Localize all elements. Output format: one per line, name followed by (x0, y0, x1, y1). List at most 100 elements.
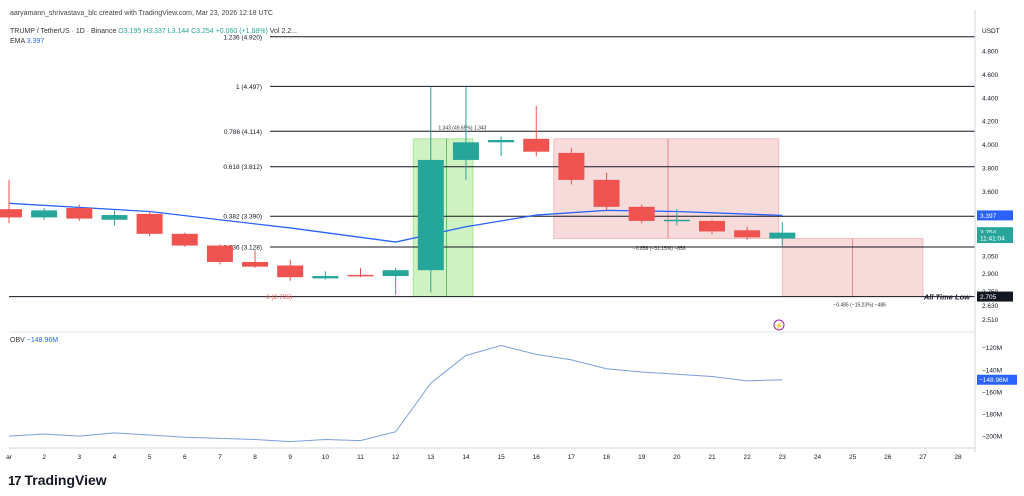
price-label-2: 11:41:04 (980, 236, 1005, 243)
currency-label: USDT (982, 28, 1000, 35)
time-tick-18: 19 (638, 454, 646, 461)
fib-levels-layer: 1.236 (4.920) 1 (4.497) 0.786 (4.114) 0.618… (9, 34, 975, 302)
obv-tick-4: −200M (982, 434, 1002, 441)
labels-layer: 3.3973.25411:41:042.705⚡ (773, 210, 1013, 331)
ema-label[interactable]: EMA (10, 38, 25, 45)
obv-current-bg (977, 374, 1017, 385)
price-label-bg-0 (977, 210, 1013, 221)
time-tick-10: 11 (357, 454, 364, 461)
obv-value: −148.96M (26, 337, 59, 344)
time-tick-7: 8 (253, 454, 257, 461)
price-tick-6: 3.600 (982, 189, 999, 196)
zones-layer: 1.343 (49.65%) 1,343 −0.856 (−31.15%) −85… (412, 125, 924, 309)
event-bolt-icon: ⚡ (775, 321, 784, 330)
price-tick-2: 4.400 (982, 95, 999, 102)
candle-body-3 (101, 215, 128, 220)
fib-label-3: 0.618 (3.812) (223, 164, 262, 171)
price-tick-5: 3.800 (982, 166, 999, 173)
time-tick-21: 22 (744, 454, 752, 461)
candle-body-9 (312, 276, 339, 279)
price-tick-0: 4.800 (982, 48, 999, 55)
tradingview-brand: 17 TradingView (8, 472, 107, 488)
open-value: O3.195 (118, 28, 142, 35)
measure-label-2: −0.486 (−15.23%) −486 (833, 303, 886, 309)
obv-current-label: −148.96M (979, 377, 1008, 384)
time-tick-5: 6 (183, 454, 187, 461)
time-tick-20: 21 (708, 454, 716, 461)
brand-name: TradingView (24, 472, 107, 488)
price-tick-3: 4.200 (982, 119, 999, 126)
time-tick-17: 18 (603, 454, 611, 461)
time-tick-12: 13 (427, 454, 435, 461)
candle-body-8 (277, 265, 304, 278)
time-tick-13: 14 (462, 454, 470, 461)
high-value: H3.337 (143, 28, 166, 35)
candle-body-16 (558, 152, 585, 180)
time-tick-4: 5 (148, 454, 152, 461)
candle-body-14 (488, 139, 515, 143)
created-with-header: aaryamann_shrivastava_blc created with T… (10, 10, 273, 17)
obv-label[interactable]: OBV (10, 337, 25, 344)
price-label-bg-2 (977, 233, 1013, 244)
tradingview-logo-icon: 17 (8, 472, 22, 488)
time-tick-6: 7 (218, 454, 222, 461)
obv-layer: −120M −140M −160M −180M −200M −148.96M (8, 345, 1017, 443)
time-tick-9: 10 (322, 454, 330, 461)
volume-value: Vol 2.2... (269, 28, 298, 35)
time-tick-0: ar (6, 454, 13, 461)
measure-zone-loss-1 (553, 138, 780, 239)
candle-body-22 (769, 232, 796, 239)
obv-legend: OBV −148.96M (10, 337, 58, 344)
time-tick-27: 28 (954, 454, 962, 461)
low-value: L3.144 (167, 28, 190, 35)
candle-body-11 (382, 270, 409, 277)
price-label-bg-1 (977, 227, 1013, 238)
price-tick-1: 4.600 (982, 72, 999, 79)
time-tick-3: 4 (113, 454, 117, 461)
time-tick-8: 9 (288, 454, 292, 461)
fib-label-6: 0 (2.705) (266, 294, 292, 301)
candle-body-13 (452, 142, 479, 160)
measure-label-0: 1.343 (49.65%) 1,343 (438, 125, 486, 131)
obv-tick-2: −160M (982, 389, 1002, 396)
candle-body-21 (734, 230, 761, 238)
time-tick-16: 17 (568, 454, 576, 461)
fib-label-2: 0.786 (4.114) (224, 129, 262, 136)
candle-body-20 (699, 220, 725, 232)
change-value: +0.060 (+1.88%) (215, 28, 268, 35)
ema-value: 3.397 (26, 38, 45, 45)
measure-label-1: −0.856 (−31.15%) −856 (633, 246, 686, 252)
candle-body-1 (31, 210, 58, 218)
candle-body-17 (593, 179, 620, 207)
candle-body-19 (663, 219, 690, 222)
candle-body-2 (66, 208, 93, 219)
all-time-low-label: All Time Low (923, 293, 971, 302)
candle-body-10 (347, 274, 374, 277)
time-tick-23: 24 (814, 454, 822, 461)
candle-body-12 (417, 159, 444, 271)
symbol-legend: TRUMP / TetherUS · 1D · Binance O3.195 H… (10, 27, 297, 47)
candle-body-18 (628, 206, 655, 221)
symbol-name[interactable]: TRUMP / TetherUS · 1D · Binance (10, 28, 117, 35)
price-label-0: 3.397 (980, 213, 997, 220)
axis-layer: USDT 4.800 4.600 4.400 4.200 4.000 3.800 3.600 3… (6, 10, 1000, 461)
close-value: C3.254 (191, 28, 214, 35)
candle-body-4 (136, 213, 163, 234)
price-label-3: 2.705 (980, 294, 997, 301)
price-tick-4: 4.000 (982, 142, 999, 149)
price-tick-10: 2.630 (982, 303, 999, 310)
time-tick-11: 12 (392, 454, 400, 461)
time-tick-1: 2 (42, 454, 46, 461)
price-tick-7: 3.050 (982, 254, 999, 261)
time-tick-2: 3 (77, 454, 81, 461)
obv-tick-0: −120M (982, 345, 1002, 352)
fib-label-5: 0.236 (3.128) (223, 244, 262, 251)
time-tick-15: 16 (533, 454, 541, 461)
time-tick-26: 27 (919, 454, 927, 461)
time-tick-14: 15 (497, 454, 505, 461)
obv-tick-1: −140M (982, 367, 1002, 374)
candle-body-6 (206, 245, 233, 262)
time-tick-19: 20 (673, 454, 681, 461)
